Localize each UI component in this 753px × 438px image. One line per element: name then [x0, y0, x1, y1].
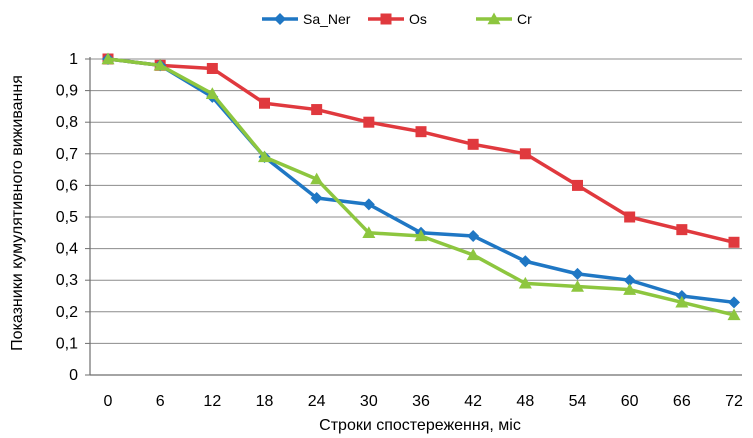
data-point	[675, 295, 689, 308]
data-point	[466, 248, 480, 261]
x-tick-label: 72	[725, 393, 743, 410]
data-point	[259, 97, 270, 109]
x-tick-label: 60	[621, 393, 639, 410]
grid-lines	[90, 58, 742, 344]
y-tick-labels: 0 0,1 0,2 0,3 0,4 0,5 0,6 0,7 0,8 0,9 1	[56, 51, 78, 384]
y-tick-label: 0,8	[56, 114, 78, 131]
legend: Sa_Ner Os Cr	[262, 11, 532, 27]
data-point	[728, 296, 740, 309]
series-lines	[101, 52, 741, 321]
legend-label: Cr	[517, 11, 532, 27]
y-tick-label: 1	[69, 51, 78, 68]
y-tick-label: 0,7	[56, 146, 78, 163]
data-point	[519, 148, 531, 160]
series-os	[102, 53, 740, 248]
data-point	[624, 211, 636, 223]
data-point	[153, 58, 167, 71]
y-tick-label: 0,9	[56, 83, 78, 100]
x-tick-label: 0	[104, 393, 113, 410]
x-tick-label: 42	[464, 393, 482, 410]
data-point	[414, 229, 428, 242]
y-tick-label: 0,2	[56, 304, 78, 321]
data-point	[518, 276, 532, 289]
data-point	[362, 226, 376, 238]
data-point	[258, 150, 271, 163]
legend-label: Os	[409, 11, 427, 27]
legend-item-sa-ner: Sa_Ner	[262, 11, 351, 27]
data-point	[623, 274, 636, 287]
x-tick-label: 18	[256, 393, 274, 410]
x-tick-labels: 0 6 12 18 24 30 36 42 48 54 60 66 72	[104, 393, 743, 410]
legend-marker	[274, 13, 286, 25]
x-axis-title: Строки спостереження, міс	[319, 417, 521, 434]
x-tick-label: 12	[203, 393, 221, 410]
x-tick-label: 54	[569, 393, 587, 410]
data-point	[519, 255, 532, 268]
legend-label: Sa_Ner	[303, 11, 351, 27]
data-point	[415, 126, 427, 138]
data-point	[205, 87, 219, 99]
data-point	[101, 52, 115, 65]
x-tick-label: 36	[412, 393, 430, 410]
series-sa-ner	[102, 53, 740, 309]
legend-marker	[380, 13, 392, 25]
data-point	[467, 229, 480, 242]
data-point	[363, 116, 375, 128]
legend-item-os: Os	[368, 11, 427, 27]
x-tick-label: 48	[516, 393, 534, 410]
series-cr	[101, 52, 741, 321]
axes	[85, 57, 742, 376]
x-tick-label: 24	[308, 393, 326, 410]
y-tick-label: 0,6	[56, 177, 78, 194]
data-point	[727, 308, 741, 321]
data-point	[310, 172, 324, 185]
x-tick-label: 6	[156, 393, 165, 410]
series-line	[107, 57, 735, 305]
x-tick-label: 66	[673, 393, 691, 410]
series-line	[107, 57, 735, 317]
x-tick-label: 30	[360, 393, 378, 410]
y-axis-title: Показники кумулятивного виживання	[9, 75, 26, 351]
y-tick-label: 0,4	[56, 241, 78, 258]
y-tick-label: 0,1	[56, 335, 78, 352]
legend-item-cr: Cr	[476, 11, 532, 27]
data-point	[623, 283, 637, 295]
y-tick-label: 0,5	[56, 209, 78, 226]
data-point	[572, 179, 583, 191]
y-tick-label: 0,3	[56, 272, 78, 289]
data-point	[571, 280, 584, 292]
data-point	[362, 198, 375, 211]
data-point	[206, 62, 218, 74]
data-point	[571, 267, 584, 280]
y-tick-label: 0	[69, 367, 78, 384]
data-point	[310, 192, 323, 205]
data-point	[728, 236, 740, 248]
data-point	[676, 224, 688, 236]
legend-marker	[487, 12, 501, 25]
data-point	[311, 104, 323, 116]
data-point	[467, 138, 479, 150]
